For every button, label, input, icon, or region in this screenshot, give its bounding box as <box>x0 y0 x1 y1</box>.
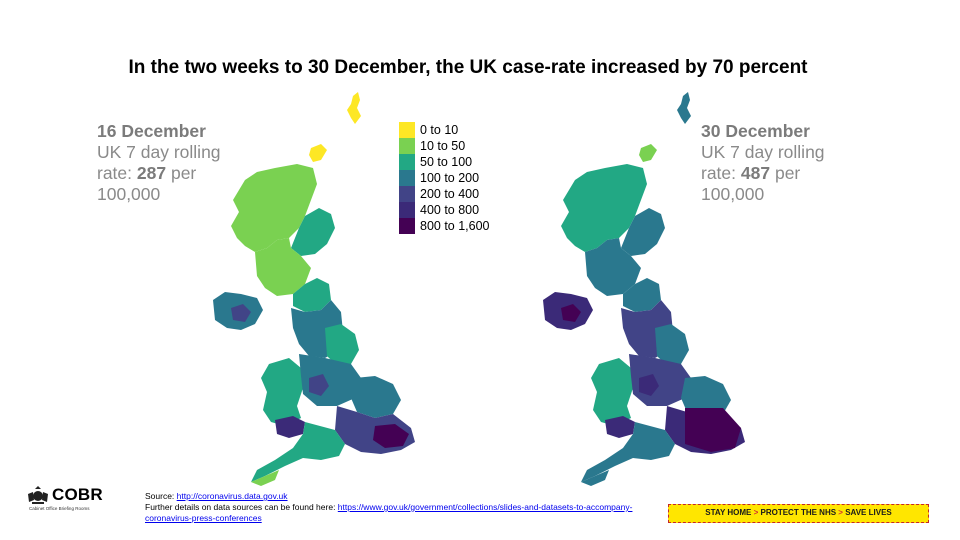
legend-label: 100 to 200 <box>420 171 480 185</box>
south-wales-region <box>275 416 305 438</box>
south-west-region <box>251 422 345 482</box>
royal-crest-icon <box>28 486 48 504</box>
source-link[interactable]: http://coronavirus.data.gov.uk <box>176 491 288 501</box>
right-rate-prefix: rate: <box>701 163 741 183</box>
legend-item: 0 to 10 <box>399 122 509 138</box>
right-stats-text: 30 December UK 7 day rolling rate: 487 p… <box>701 121 851 205</box>
page-title: In the two weeks to 30 December, the UK … <box>128 57 808 78</box>
map-legend: 0 to 10 10 to 50 50 to 100 100 to 200 20… <box>399 122 509 234</box>
northern-ireland-inner-region <box>561 304 581 322</box>
stay-home-banner: STAY HOME > PROTECT THE NHS > SAVE LIVES <box>668 504 929 523</box>
scotland-east-region <box>291 208 335 256</box>
scotland-borders-region <box>293 278 331 312</box>
left-rate-suffix: per <box>166 163 197 183</box>
scotland-east-region <box>621 208 665 256</box>
source-line: Source: http://coronavirus.data.gov.uk <box>145 491 655 502</box>
shetland-region <box>347 92 361 124</box>
orkney-region <box>309 144 327 162</box>
orkney-region <box>639 144 657 162</box>
legend-swatch <box>399 218 415 234</box>
scotland-central-region <box>585 238 641 296</box>
legend-swatch <box>399 122 415 138</box>
east-england-region <box>681 376 731 418</box>
right-rate-value: 487 <box>740 163 771 183</box>
legend-label: 10 to 50 <box>420 139 466 153</box>
legend-label: 400 to 800 <box>420 203 480 217</box>
scotland-highlands-region <box>561 164 647 252</box>
left-rate-prefix: rate: <box>97 163 137 183</box>
shetland-region <box>677 92 691 124</box>
cornwall-region <box>581 470 609 486</box>
banner-part2: PROTECT THE NHS <box>760 508 837 517</box>
details-label: Further details on data sources can be f… <box>145 502 338 512</box>
scotland-highlands-region <box>231 164 317 252</box>
legend-item: 800 to 1,600 <box>399 218 509 234</box>
legend-label: 0 to 10 <box>420 123 459 137</box>
legend-swatch <box>399 138 415 154</box>
legend-label: 200 to 400 <box>420 187 480 201</box>
legend-swatch <box>399 170 415 186</box>
right-date: 30 December <box>701 121 810 141</box>
left-stats-text: 16 December UK 7 day rolling rate: 287 p… <box>97 121 247 205</box>
yorkshire-region <box>655 324 689 366</box>
south-wales-region <box>605 416 635 438</box>
uk-map-16-december <box>213 92 415 486</box>
legend-label: 800 to 1,600 <box>420 219 490 233</box>
scotland-central-region <box>255 238 311 296</box>
legend-item: 50 to 100 <box>399 154 509 170</box>
south-west-region <box>581 422 675 482</box>
legend-item: 10 to 50 <box>399 138 509 154</box>
legend-item: 100 to 200 <box>399 170 509 186</box>
legend-item: 400 to 800 <box>399 202 509 218</box>
left-date: 16 December <box>97 121 206 141</box>
legend-swatch <box>399 186 415 202</box>
london-kent-region <box>685 408 741 452</box>
left-line1: UK 7 day rolling <box>97 142 221 162</box>
cobr-subtitle: Cabinet Office Briefing Rooms <box>29 506 90 511</box>
cobr-logo: COBR Cabinet Office Briefing Rooms <box>26 485 116 516</box>
source-notes: Source: http://coronavirus.data.gov.uk F… <box>145 491 655 524</box>
west-midlands-dark-region <box>309 374 329 396</box>
west-midlands-dark-region <box>639 374 659 396</box>
left-rate-value: 287 <box>136 163 167 183</box>
legend-label: 50 to 100 <box>420 155 473 169</box>
legend-swatch <box>399 154 415 170</box>
right-line1: UK 7 day rolling <box>701 142 825 162</box>
yorkshire-region <box>325 324 359 366</box>
left-rate-line: rate: 287 per <box>97 163 247 184</box>
wales-region <box>261 358 303 426</box>
chevron-right-icon: > <box>838 508 843 517</box>
banner-part3: SAVE LIVES <box>845 508 892 517</box>
legend-item: 200 to 400 <box>399 186 509 202</box>
london-kent-region <box>373 424 409 448</box>
cobr-wordmark: COBR <box>52 485 103 504</box>
northern-ireland-inner-region <box>231 304 251 322</box>
source-label: Source: <box>145 491 177 501</box>
wales-region <box>591 358 633 426</box>
left-line4: 100,000 <box>97 184 161 204</box>
details-line: Further details on data sources can be f… <box>145 502 655 524</box>
east-england-region <box>351 376 401 418</box>
legend-swatch <box>399 202 415 218</box>
chevron-right-icon: > <box>753 508 759 517</box>
uk-map-30-december <box>543 92 745 486</box>
right-rate-suffix: per <box>770 163 801 183</box>
cornwall-region <box>251 470 279 486</box>
details-link[interactable]: https://www.gov.uk/government/collection… <box>145 502 633 523</box>
banner-part1: STAY HOME <box>705 508 752 517</box>
right-rate-line: rate: 487 per <box>701 163 851 184</box>
right-line4: 100,000 <box>701 184 765 204</box>
scotland-borders-region <box>623 278 661 312</box>
